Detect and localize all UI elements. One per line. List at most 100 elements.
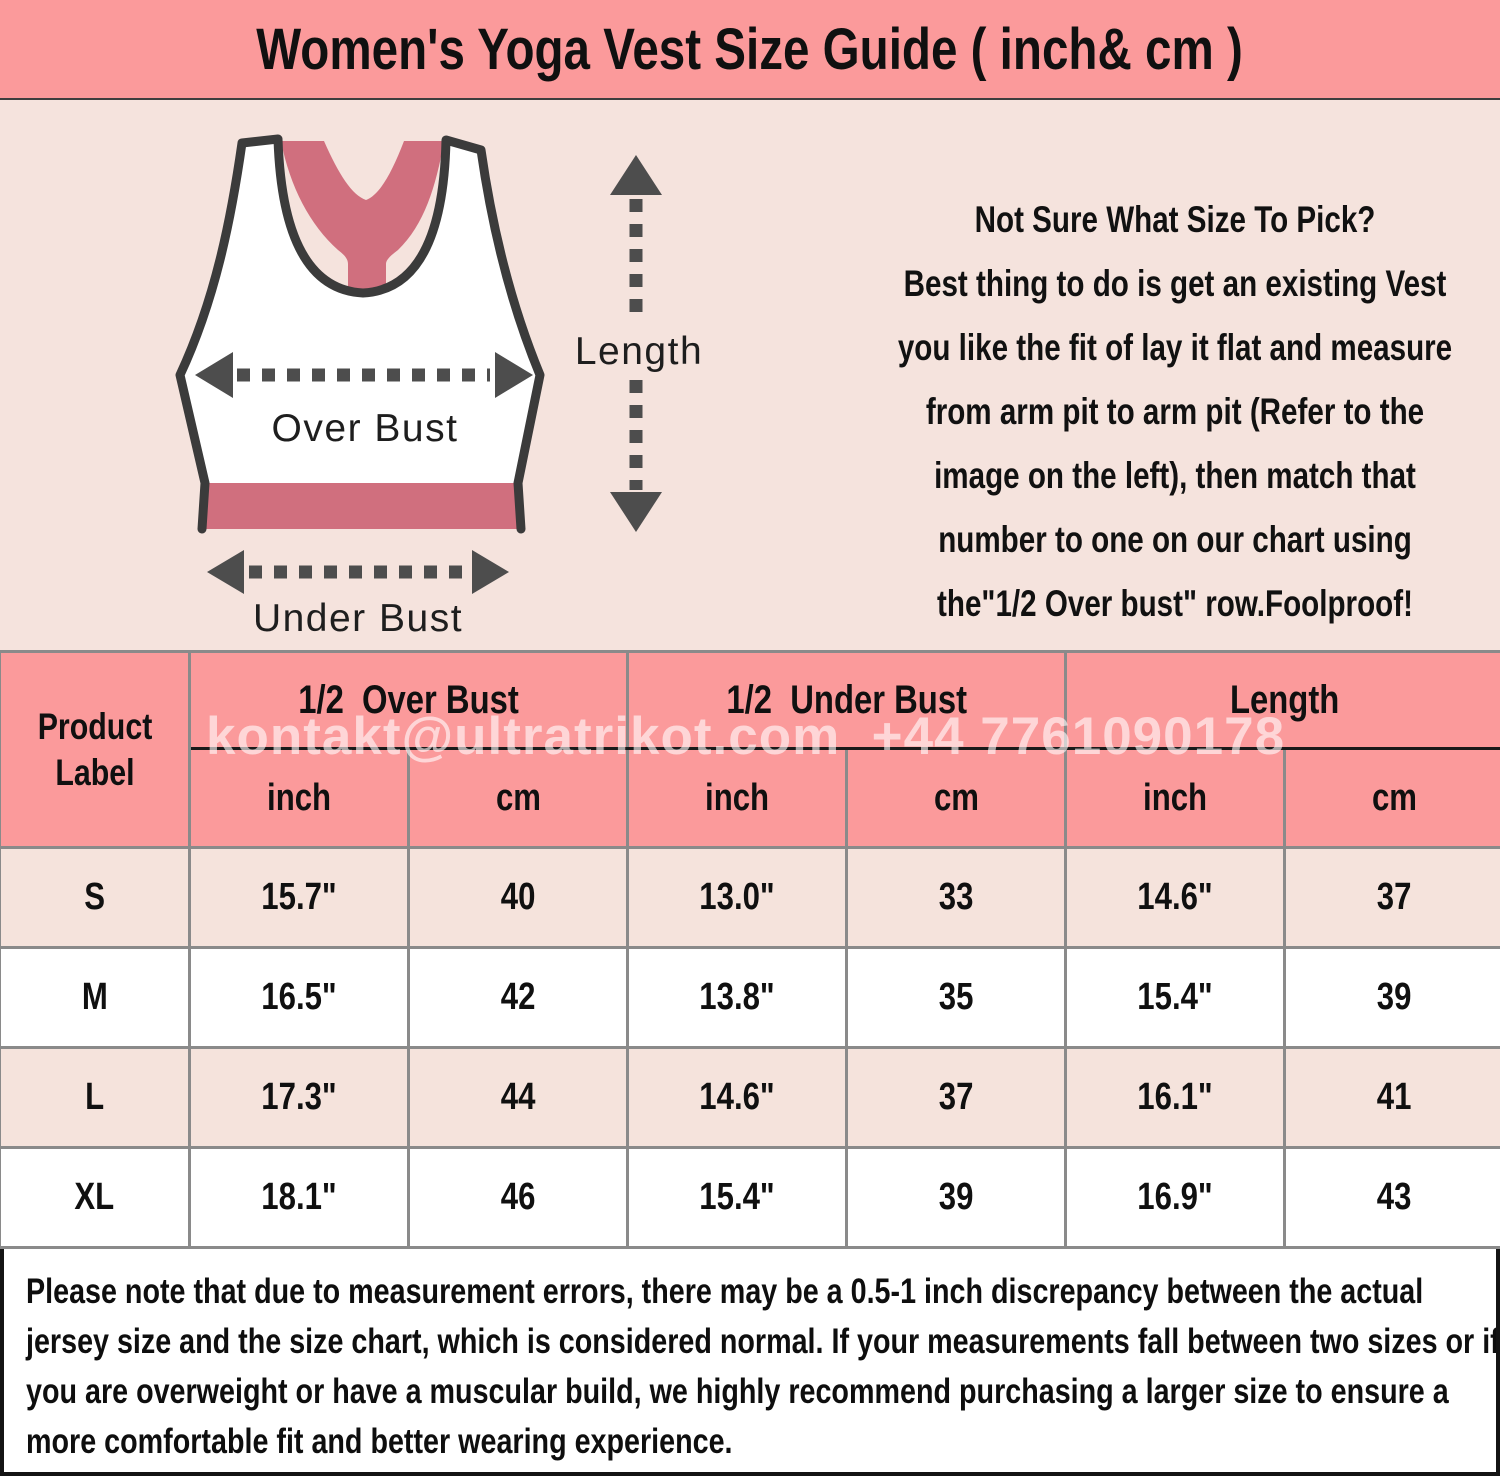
- table-row-xl: XL 18.1" 46 15.4" 39 16.9" 43: [0, 1146, 1500, 1249]
- cell-value: 16.9": [1064, 1146, 1287, 1249]
- cell-value-text: 39: [1376, 976, 1412, 1018]
- cell-value-text: 41: [1376, 1076, 1412, 1118]
- size-table: Product Label 1/2 Over Bust 1/2 Under Bu…: [0, 650, 1500, 1249]
- cell-value: 14.6": [1064, 846, 1287, 949]
- header-unit-text: cm: [495, 776, 541, 819]
- cell-value-text: 37: [938, 1076, 974, 1118]
- cell-value: 15.7": [188, 846, 410, 949]
- cell-value-text: 13.0": [699, 876, 775, 918]
- cell-value-text: 14.6": [1137, 876, 1213, 918]
- header-unit-text: inch: [704, 776, 770, 819]
- size-label: XL: [0, 1146, 191, 1249]
- header-unit-text: inch: [266, 776, 332, 819]
- header-unit: inch: [188, 747, 410, 849]
- over-bust-arrow-icon: [195, 352, 533, 398]
- cell-value: 40: [406, 846, 630, 949]
- cell-value: 35: [845, 946, 1068, 1049]
- size-label: M: [0, 946, 191, 1049]
- cell-value-text: 16.1": [1137, 1076, 1213, 1118]
- cell-value-text: 17.3": [261, 1076, 337, 1118]
- header-unit: cm: [406, 747, 630, 849]
- header-unit: inch: [1064, 747, 1287, 849]
- title-bar: Women's Yoga Vest Size Guide ( inch& cm …: [0, 0, 1500, 100]
- sizing-advice-text: Not Sure What Size To Pick? Best thing t…: [831, 188, 1500, 636]
- cell-value: 44: [406, 1046, 630, 1149]
- table-row-s: S 15.7" 40 13.0" 33 14.6" 37: [0, 846, 1500, 949]
- header-group-over-bust: 1/2 Over Bust: [187, 650, 630, 750]
- cell-value-text: 43: [1376, 1176, 1412, 1218]
- header-group-length: Length: [1064, 650, 1500, 750]
- cell-value-text: 35: [938, 976, 974, 1018]
- advice-line: Best thing to do is get an existing Vest: [903, 263, 1447, 304]
- header-group-under-bust-text: 1/2 Under Bust: [726, 677, 967, 722]
- cell-value-text: 40: [500, 876, 536, 918]
- size-label: S: [0, 846, 191, 949]
- cell-value-text: 33: [938, 876, 974, 918]
- cell-value-text: 46: [500, 1176, 536, 1218]
- cell-value-text: 42: [500, 976, 536, 1018]
- size-label-text: M: [81, 976, 108, 1018]
- cell-value: 13.8": [626, 946, 849, 1049]
- header-unit-text: inch: [1142, 776, 1208, 819]
- advice-line: number to one on our chart using: [938, 519, 1412, 560]
- cell-value-text: 15.4": [1137, 976, 1213, 1018]
- vest-body: [180, 139, 540, 483]
- cell-value: 33: [845, 846, 1068, 949]
- header-unit: inch: [626, 747, 849, 849]
- header-group-length-text: Length: [1229, 677, 1340, 722]
- cell-value: 37: [1283, 846, 1500, 949]
- header-unit: cm: [845, 747, 1068, 849]
- cell-value: 17.3": [188, 1046, 410, 1149]
- cell-value: 41: [1283, 1046, 1500, 1149]
- note-text: Please note that due to measurement erro…: [26, 1272, 1500, 1461]
- cell-value: 43: [1283, 1146, 1500, 1249]
- length-arrow-icon: [610, 155, 662, 532]
- cell-value: 16.5": [188, 946, 410, 1049]
- note-section: Please note that due to measurement erro…: [0, 1249, 1500, 1476]
- under-bust-arrow-icon: [207, 550, 509, 594]
- length-label: Length: [575, 330, 703, 373]
- cell-value: 16.1": [1064, 1046, 1287, 1149]
- advice-line: image on the left), then match that: [934, 455, 1416, 496]
- vest-illustration: Over Bust Under Bust Length: [175, 134, 703, 640]
- size-diagram-section: Over Bust Under Bust Length Not Sure Wha…: [0, 100, 1500, 650]
- racerback-shape: [281, 141, 444, 300]
- header-unit-text: cm: [1371, 776, 1417, 819]
- vest-outline: [175, 134, 545, 534]
- header-unit: cm: [1283, 747, 1500, 849]
- header-unit-text: cm: [933, 776, 979, 819]
- cell-value-text: 15.7": [261, 876, 337, 918]
- page-title-text: Women's Yoga Vest Size Guide ( inch& cm …: [256, 16, 1244, 82]
- header-group-under-bust: 1/2 Under Bust: [626, 650, 1068, 750]
- cell-value: 39: [1283, 946, 1500, 1049]
- size-label: L: [0, 1046, 191, 1149]
- size-label-text: XL: [74, 1176, 115, 1218]
- cell-value-text: 39: [938, 1176, 974, 1218]
- header-product-label-text: Product Label: [37, 705, 152, 793]
- cell-value-text: 44: [500, 1076, 536, 1118]
- advice-line: the"1/2 Over bust" row.Foolproof!: [937, 583, 1413, 624]
- advice-line: from arm pit to arm pit (Refer to the: [925, 391, 1425, 432]
- cell-value: 15.4": [1064, 946, 1287, 1049]
- cell-value: 13.0": [626, 846, 849, 949]
- cell-value: 14.6": [626, 1046, 849, 1149]
- cell-value: 42: [406, 946, 630, 1049]
- cell-value: 18.1": [188, 1146, 410, 1249]
- size-label-text: L: [84, 1076, 105, 1118]
- table-row-m: M 16.5" 42 13.8" 35 15.4" 39: [0, 946, 1500, 1049]
- size-table-section: Product Label 1/2 Over Bust 1/2 Under Bu…: [0, 650, 1500, 1249]
- table-row-l: L 17.3" 44 14.6" 37 16.1" 41: [0, 1046, 1500, 1149]
- header-group-over-bust-text: 1/2 Over Bust: [298, 677, 519, 722]
- page-title: Women's Yoga Vest Size Guide ( inch& cm …: [148, 16, 1351, 83]
- size-label-text: S: [84, 876, 105, 918]
- cell-value-text: 37: [1376, 876, 1412, 918]
- header-product-label: Product Label: [0, 650, 191, 849]
- cell-value: 37: [845, 1046, 1068, 1149]
- cell-value-text: 16.5": [261, 976, 337, 1018]
- vest-band: [202, 483, 521, 529]
- advice-line: you like the fit of lay it flat and meas…: [897, 327, 1453, 368]
- advice-line: Not Sure What Size To Pick?: [974, 199, 1376, 240]
- cell-value-text: 18.1": [261, 1176, 337, 1218]
- cell-value: 15.4": [626, 1146, 849, 1249]
- cell-value-text: 16.9": [1137, 1176, 1213, 1218]
